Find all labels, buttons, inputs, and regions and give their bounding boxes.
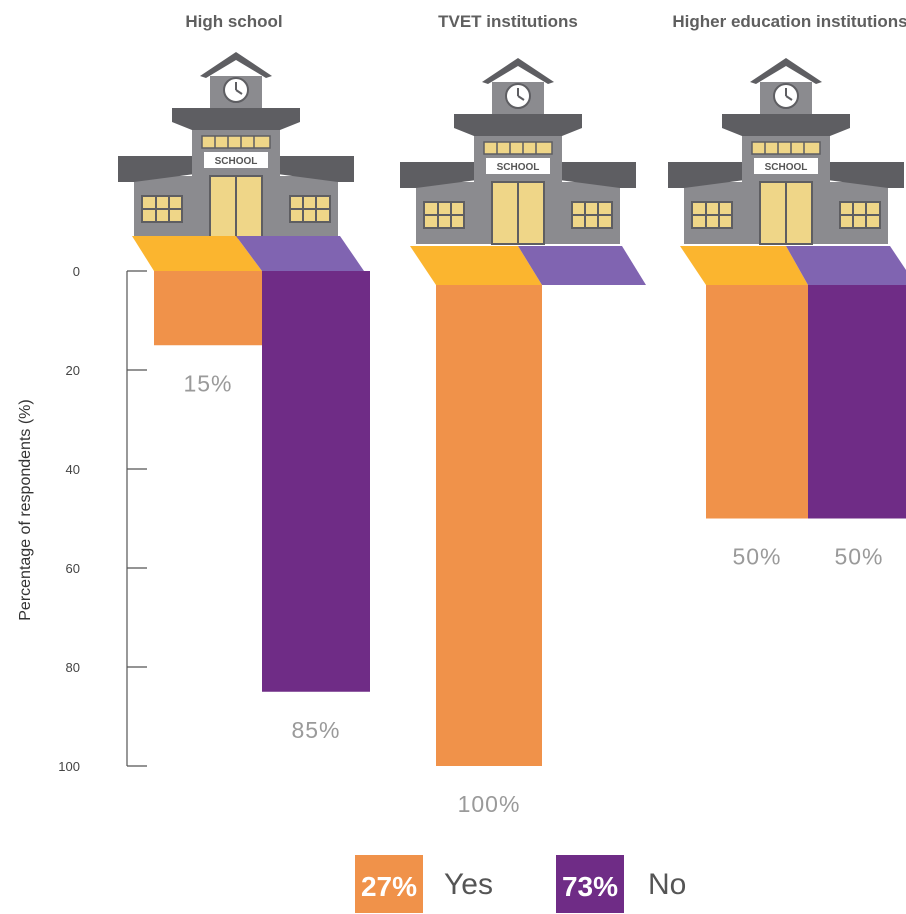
legend-swatch-no [556, 855, 624, 913]
y-tick-label: 80 [66, 660, 80, 675]
ribbon-no [518, 246, 646, 285]
school-building-icon: SCHOOL [667, 57, 905, 245]
bar-tvet-yes [436, 285, 542, 766]
ribbon-no [786, 246, 906, 285]
bars [154, 271, 906, 766]
ribbon-no [236, 236, 364, 271]
legend-item-no: 73% No [556, 855, 686, 913]
legend-swatch-yes [355, 855, 423, 913]
ribbon-yes [132, 236, 262, 271]
bar-high-school-no [262, 271, 370, 692]
ribbon-yes [410, 246, 542, 285]
y-axis-label: Percentage of respondents (%) [17, 399, 34, 620]
ribbon-high-school [132, 236, 364, 271]
data-label-high-school-no: 85% [291, 717, 340, 743]
school-sign-text: SCHOOL [215, 156, 258, 167]
school-building-icon: SCHOOL [117, 51, 355, 239]
ribbon-tvet [410, 246, 646, 285]
bar-higher-education-yes [706, 285, 808, 519]
ribbon-higher-education [680, 246, 906, 285]
category-title-higher-education: Higher education institutions [672, 12, 906, 31]
data-label-higher-education-no: 50% [834, 544, 883, 570]
y-tick-label: 100 [58, 759, 80, 774]
ribbon-yes [680, 246, 808, 285]
data-label-high-school-yes: 15% [183, 370, 232, 396]
legend-pct-yes: 27% [361, 871, 417, 902]
school-sign-text: SCHOOL [765, 162, 808, 173]
legend-label-no: No [648, 868, 686, 901]
y-tick-label: 20 [66, 363, 80, 378]
y-axis: 0 20 40 60 80 100 [58, 264, 147, 774]
y-tick-label: 60 [66, 561, 80, 576]
y-tick-label: 40 [66, 462, 80, 477]
legend-label-yes: Yes [444, 868, 493, 901]
y-tick-label: 0 [73, 264, 80, 279]
legend: 27% Yes 73% No [355, 855, 686, 913]
category-title-tvet: TVET institutions [438, 12, 578, 31]
legend-pct-no: 73% [562, 871, 618, 902]
bar-high-school-yes [154, 271, 262, 346]
data-label-tvet-yes: 100% [458, 791, 521, 817]
legend-item-yes: 27% Yes [355, 855, 493, 913]
bar-higher-education-no [808, 285, 906, 519]
data-labels: 15% 85% 100% 50% 50% [183, 370, 883, 817]
data-label-higher-education-yes: 50% [732, 544, 781, 570]
category-title-high-school: High school [185, 12, 282, 31]
school-sign-text: SCHOOL [497, 162, 540, 173]
school-building-icon: SCHOOL [399, 57, 637, 245]
